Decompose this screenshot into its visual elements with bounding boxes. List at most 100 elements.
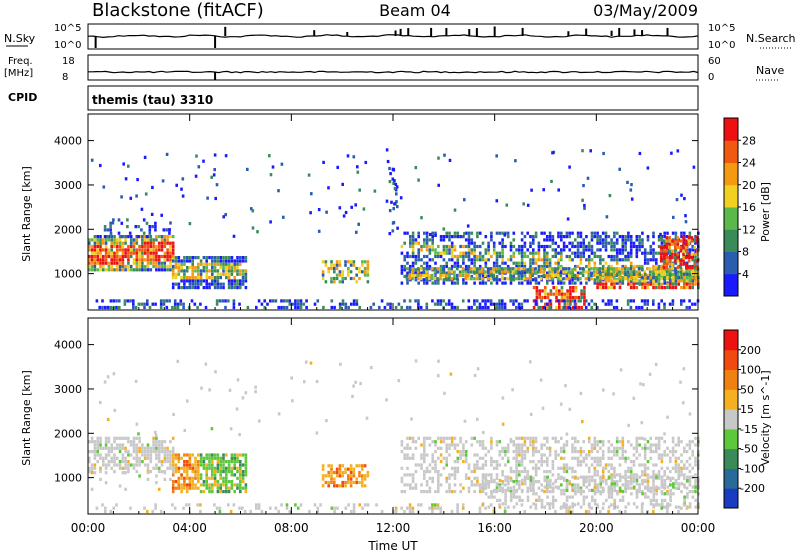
power-cell (671, 231, 675, 235)
power-cell (121, 241, 125, 245)
velocity-cell (562, 503, 566, 507)
velocity-cell (183, 428, 187, 433)
velocity-cell (551, 473, 555, 477)
power-cell (352, 263, 356, 267)
velocity-cell (602, 488, 605, 492)
power-cell (665, 239, 669, 243)
velocity-cell (652, 483, 655, 487)
velocity-cell (674, 463, 678, 467)
velocity-cell (632, 485, 636, 489)
velocity-cell (409, 446, 412, 450)
velocity-cell (688, 490, 692, 494)
power-cell (621, 238, 625, 242)
power-cell (587, 302, 591, 306)
power-cell (408, 273, 412, 277)
power-cell (568, 305, 571, 310)
velocity-cell (478, 506, 482, 510)
power-cell (473, 244, 476, 249)
velocity-cell (233, 473, 236, 477)
velocity-cell (677, 470, 680, 474)
velocity-cell (635, 482, 639, 486)
velocity-cell (344, 506, 348, 510)
velocity-cell (470, 480, 474, 484)
velocity-cell (146, 450, 150, 454)
velocity-cell (216, 460, 220, 464)
velocity-cell (660, 498, 664, 502)
velocity-cell (188, 456, 192, 460)
power-cell (102, 248, 105, 252)
power-cell (280, 162, 284, 166)
velocity-cell (526, 470, 529, 474)
power-cell (676, 273, 680, 277)
power-cell (296, 302, 300, 306)
velocity-cell (410, 417, 413, 421)
power-cell (583, 302, 586, 306)
power-cell (437, 251, 440, 255)
power-cell (683, 231, 686, 235)
power-cell (577, 305, 581, 310)
power-cell (478, 277, 481, 281)
power-cell (157, 264, 161, 269)
velocity-cell (453, 446, 457, 450)
power-cell (646, 276, 650, 280)
power-cell (509, 248, 513, 252)
velocity-cell (450, 490, 454, 494)
power-cell (165, 299, 169, 303)
velocity-cell (655, 485, 658, 489)
power-cell (495, 254, 499, 259)
power-cell (466, 224, 470, 228)
power-cell (425, 302, 429, 306)
power-cell (556, 277, 560, 281)
velocity-cell (149, 470, 153, 474)
power-cell (612, 273, 616, 277)
velocity-cell (657, 446, 661, 450)
velocity-cell (205, 486, 208, 490)
velocity-cell (423, 453, 426, 457)
power-cell (425, 244, 429, 249)
velocity-cell (677, 436, 680, 440)
velocity-cell (236, 483, 239, 487)
power-cell (472, 270, 476, 274)
power-cell (433, 302, 437, 306)
velocity-cell (518, 446, 521, 450)
power-cell (129, 251, 133, 255)
velocity-cell (587, 436, 591, 440)
velocity-cell (420, 483, 423, 487)
velocity-cell (409, 436, 412, 440)
velocity-cell (501, 396, 505, 400)
power-cell (687, 236, 691, 240)
power-cell (344, 260, 347, 264)
power-cell (646, 238, 650, 242)
power-cell (333, 266, 336, 271)
velocity-cell (230, 480, 234, 484)
power-cell (241, 279, 245, 283)
velocity-cell (629, 460, 633, 464)
velocity-cell (565, 440, 569, 444)
power-cell (478, 305, 482, 310)
power-cell (464, 268, 468, 272)
velocity-cell (493, 495, 496, 499)
power-cell (676, 149, 680, 153)
power-ylabel: Slant Range [km] (20, 166, 33, 262)
velocity-cell (400, 506, 403, 510)
velocity-cell (649, 456, 653, 460)
power-cell (662, 256, 666, 260)
velocity-cell (585, 495, 588, 499)
velocity-cell (143, 446, 147, 450)
power-cell (529, 241, 532, 245)
velocity-cell (562, 456, 566, 460)
power-cell (144, 192, 148, 196)
velocity-cell (607, 440, 611, 444)
power-cell (146, 238, 150, 242)
colorbar-tick-label: 200 (740, 344, 761, 357)
velocity-cell (453, 470, 457, 474)
power-cell (607, 241, 611, 245)
velocity-cell (149, 456, 153, 460)
power-cell (431, 238, 434, 242)
power-cell (96, 251, 99, 255)
power-cell (668, 259, 671, 263)
power-cell (450, 241, 454, 245)
velocity-cell (172, 412, 175, 417)
power-cell (464, 251, 468, 255)
power-cell (442, 270, 445, 274)
